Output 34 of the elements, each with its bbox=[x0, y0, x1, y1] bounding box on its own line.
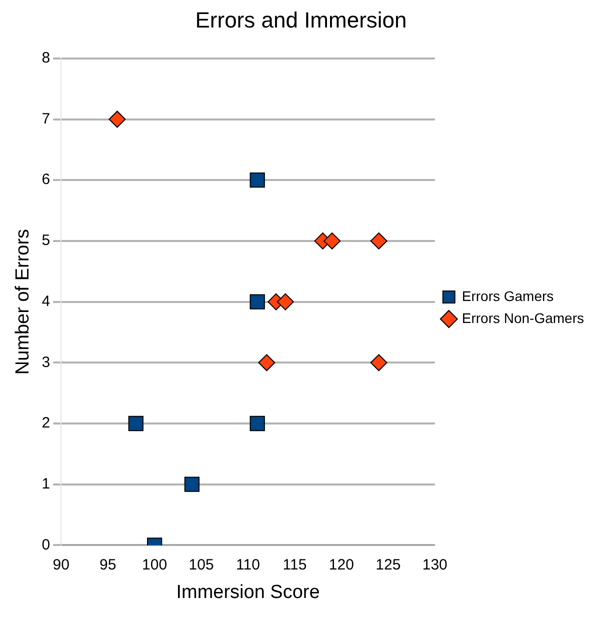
y-tick-label: 1 bbox=[42, 475, 50, 492]
x-tick-label: 125 bbox=[376, 556, 401, 574]
point bbox=[276, 293, 294, 310]
point bbox=[108, 110, 126, 128]
x-tick-label: 105 bbox=[188, 556, 214, 574]
y-tick-label: 8 bbox=[42, 50, 50, 67]
x-tick-label: 90 bbox=[52, 556, 70, 574]
y-tick-label: 2 bbox=[42, 414, 50, 432]
point bbox=[250, 416, 265, 432]
legend-label: Errors Non-Gamers bbox=[462, 310, 584, 326]
y-tick-label: 3 bbox=[42, 354, 50, 371]
y-tick-label: 4 bbox=[42, 292, 50, 310]
y-axis-title: Number of Errors bbox=[12, 228, 34, 375]
x-tick-label: 130 bbox=[422, 556, 448, 574]
point bbox=[258, 354, 276, 372]
point bbox=[128, 416, 144, 432]
point bbox=[370, 232, 388, 250]
x-tick-label: 110 bbox=[236, 556, 260, 574]
point bbox=[184, 476, 200, 492]
x-tick-label: 120 bbox=[328, 556, 354, 574]
chart-title: Errors and Immersion bbox=[195, 7, 407, 32]
point bbox=[370, 354, 388, 372]
x-axis-title: Immersion Score bbox=[176, 582, 320, 603]
x-tick-label: 115 bbox=[282, 556, 307, 574]
y-tick-label: 7 bbox=[42, 110, 50, 128]
x-tick-label: 100 bbox=[142, 556, 168, 574]
y-tick-label: 6 bbox=[42, 171, 50, 188]
y-tick-label: 5 bbox=[42, 232, 50, 250]
y-tick-label: 0 bbox=[42, 536, 50, 554]
x-tick-label: 95 bbox=[100, 556, 116, 574]
point bbox=[250, 172, 265, 188]
point bbox=[250, 294, 265, 310]
point bbox=[324, 232, 341, 250]
legend-label: Errors Gamers bbox=[462, 288, 554, 304]
